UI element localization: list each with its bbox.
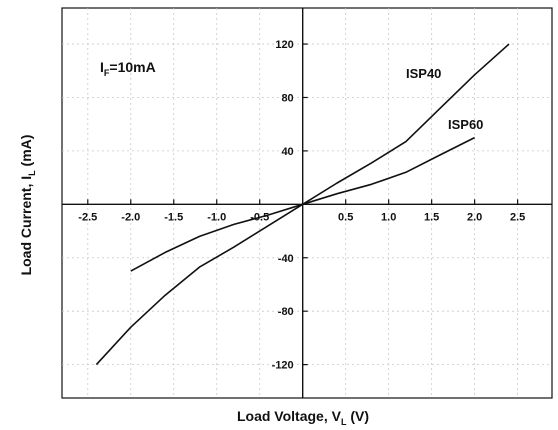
y-tick-label: -120: [272, 360, 294, 372]
y-tick-label: -40: [278, 253, 294, 265]
x-tick-label: -1.0: [207, 211, 226, 223]
x-tick-label: 0.5: [338, 211, 353, 223]
y-tick-label: 120: [275, 39, 293, 51]
x-tick-label: 2.5: [510, 211, 525, 223]
plot-frame: [61, 7, 553, 399]
series: [95, 43, 510, 366]
x-tick-label: -2.0: [121, 211, 140, 223]
series-line-isp60: [130, 136, 475, 272]
y-tick-label: 40: [281, 146, 293, 158]
x-axis-title: Load Voltage, VL (V): [237, 408, 369, 427]
x-tick-label: -2.5: [78, 211, 97, 223]
annotation-forward-current: IF=10mA: [100, 59, 156, 78]
y-tick-label: -80: [278, 306, 294, 318]
series-label-isp60: ISP60: [448, 117, 483, 132]
y-tick-label: 80: [281, 92, 293, 104]
ticks: -2.5 -2.0 -1.5 -1.0 -0.5 0.5 1.0 1.5 2.0 2.5-120-…: [78, 39, 525, 372]
x-tick-label: -1.5: [164, 211, 183, 223]
y-axis-title: Load Current, IL (mA): [18, 135, 37, 276]
x-tick-label: 1.0: [381, 211, 396, 223]
series-label-isp40: ISP40: [406, 66, 441, 81]
x-tick-label: 1.5: [424, 211, 439, 223]
x-tick-label: 2.0: [467, 211, 482, 223]
axes: [62, 8, 552, 398]
